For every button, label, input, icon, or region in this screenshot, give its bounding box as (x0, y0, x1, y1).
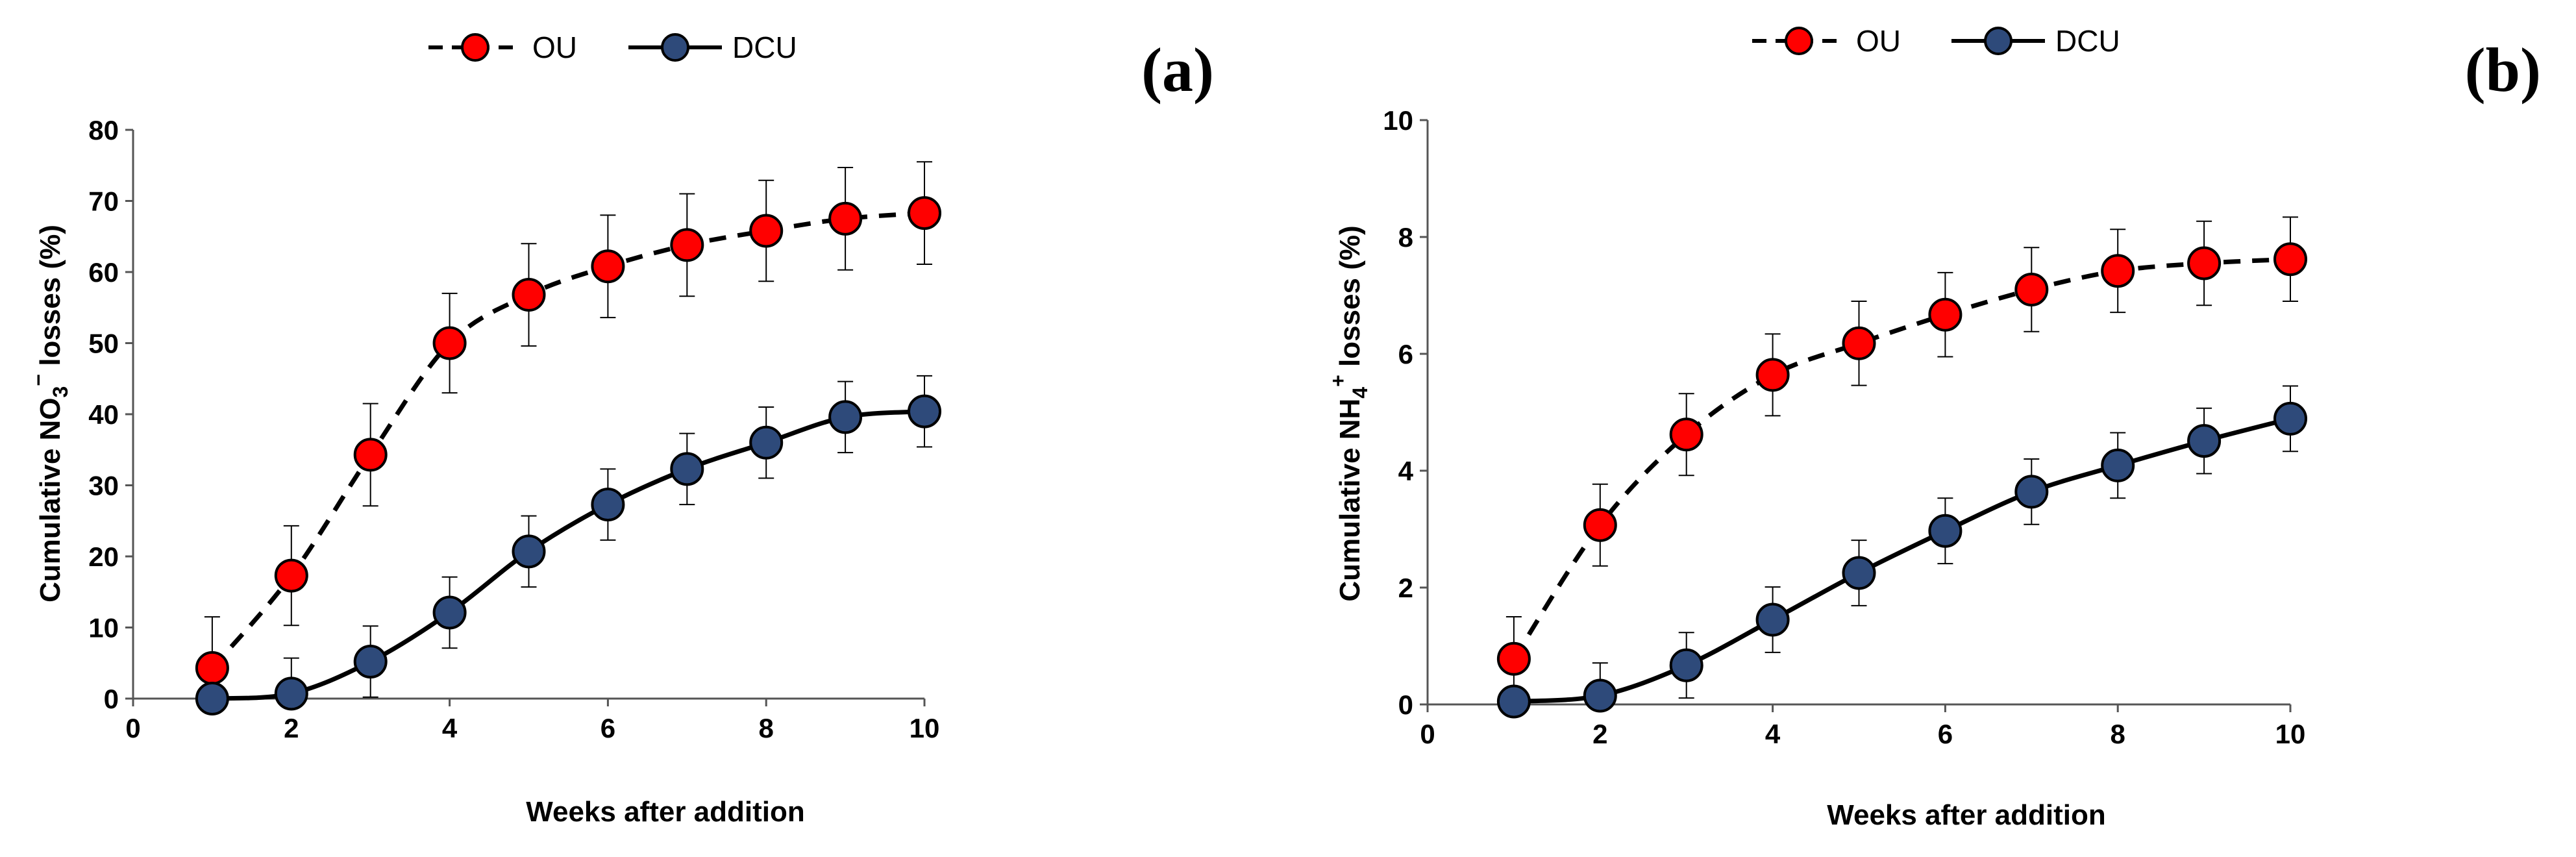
ou-data-point (908, 196, 941, 230)
dcu-data-point (1669, 648, 1703, 682)
x-tick-label: 4 (1765, 719, 1781, 749)
y-axis-title: Cumulative NO3− losses (%) (27, 225, 72, 602)
y-axis-title: Cumulative NH4+ losses (%) (1326, 225, 1372, 601)
ou-data-point (591, 249, 625, 284)
chart-panel-b: OU DCU (b) Cumulative NH4+ losses (%) We… (1288, 0, 2576, 857)
ou-data-point (1842, 326, 1876, 360)
dcu-data-point (1496, 684, 1531, 719)
x-tick-label: 0 (1420, 719, 1435, 749)
y-tick-label: 6 (1398, 339, 1413, 369)
dcu-data-point (2273, 401, 2307, 436)
legend-ou-label: OU (532, 31, 577, 64)
dcu-data-point (1583, 678, 1617, 713)
ou-data-point (1928, 297, 1963, 332)
ou-data-point (195, 651, 229, 685)
ou-data-point (2273, 242, 2307, 277)
y-tick-label: 40 (88, 399, 119, 430)
ou-data-point (432, 326, 467, 360)
ou-data-point (2101, 254, 2135, 288)
dcu-data-point (274, 677, 308, 711)
ou-series-line (1511, 256, 2291, 660)
y-tick-label: 30 (88, 471, 119, 501)
x-tick-label: 8 (759, 713, 774, 743)
ou-data-point (1583, 508, 1617, 542)
dcu-data-point (1928, 514, 1963, 548)
ou-data-point (1669, 417, 1703, 452)
x-axis-title: Weeks after addition (1827, 799, 2106, 831)
chart-b-svg: OU DCU (b) Cumulative NH4+ losses (%) We… (1326, 24, 2541, 831)
ou-data-point (670, 228, 704, 262)
x-tick-label: 6 (601, 713, 615, 743)
x-tick-label: 4 (442, 713, 458, 743)
ou-data-point (749, 214, 784, 248)
dcu-data-point (670, 452, 704, 486)
ou-data-point (2014, 273, 2049, 306)
x-tick-label: 8 (2111, 719, 2125, 749)
chart-panel-a: OU DCU (a) Cumulative NO3− losses (%) We… (27, 31, 1214, 828)
legend: OU DCU (1752, 24, 2120, 58)
x-tick-label: 10 (2275, 719, 2306, 749)
dcu-data-point (353, 645, 388, 679)
dcu-data-point (749, 425, 784, 460)
plot-area: 0 2 4 6 8 10 0 2 4 6 8 10 (1383, 105, 2307, 749)
legend-dcu-label: DCU (732, 31, 797, 64)
dcu-data-point (828, 400, 863, 434)
y-tick-label: 10 (1383, 105, 1413, 136)
y-tick-label: 0 (1398, 689, 1413, 720)
legend-dcu-label: DCU (2055, 24, 2120, 58)
dcu-data-point (432, 595, 467, 630)
y-tick-label: 10 (88, 613, 119, 643)
y-tick-label: 20 (88, 541, 119, 572)
y-tick-label: 8 (1398, 222, 1413, 253)
panel-label: (a) (1141, 35, 1214, 105)
x-tick-label: 10 (910, 713, 940, 743)
x-axis-title: Weeks after addition (526, 796, 805, 828)
dcu-series-line (1513, 416, 2291, 704)
dcu-data-point (195, 682, 229, 715)
legend-ou-marker (461, 33, 489, 62)
x-tick-label: 2 (284, 713, 299, 743)
dcu-data-point (1842, 556, 1876, 590)
dcu-data-point (908, 394, 941, 429)
y-tick-label: 2 (1398, 573, 1413, 603)
chart-a-svg: OU DCU (a) Cumulative NO3− losses (%) We… (27, 31, 1214, 828)
dcu-data-point (512, 534, 546, 569)
ou-data-point (274, 558, 308, 593)
y-tick-label: 60 (88, 257, 119, 288)
y-tick-label: 80 (88, 115, 119, 145)
panel-label: (b) (2465, 35, 2541, 105)
ou-data-point (2187, 246, 2222, 280)
dcu-series-line (212, 409, 925, 701)
x-tick-label: 6 (1938, 719, 1953, 749)
y-tick-label: 4 (1398, 456, 1414, 486)
ou-data-point (353, 438, 388, 472)
legend-dcu-marker (1984, 27, 2012, 55)
dcu-data-point (2101, 448, 2135, 482)
x-tick-label: 2 (1592, 719, 1607, 749)
ou-data-point (1496, 641, 1531, 676)
y-tick-label: 70 (88, 186, 119, 217)
ou-data-point (512, 278, 546, 312)
ou-data-point (1755, 358, 1790, 392)
legend-ou-label: OU (1856, 24, 1901, 58)
dcu-data-point (591, 488, 625, 522)
ou-data-point (828, 201, 863, 236)
dcu-data-point (2014, 475, 2049, 509)
legend-dcu-marker (661, 33, 689, 62)
legend: OU DCU (428, 31, 797, 64)
x-tick-label: 0 (125, 713, 140, 743)
dcu-data-point (2187, 424, 2222, 458)
y-tick-label: 50 (88, 329, 119, 359)
ou-series-line (210, 210, 925, 670)
plot-area: 0 10 20 30 40 50 60 70 80 0 2 4 6 8 10 (88, 115, 941, 743)
legend-ou-marker (1785, 27, 1813, 55)
dcu-data-point (1755, 602, 1790, 637)
y-tick-label: 0 (104, 684, 119, 714)
